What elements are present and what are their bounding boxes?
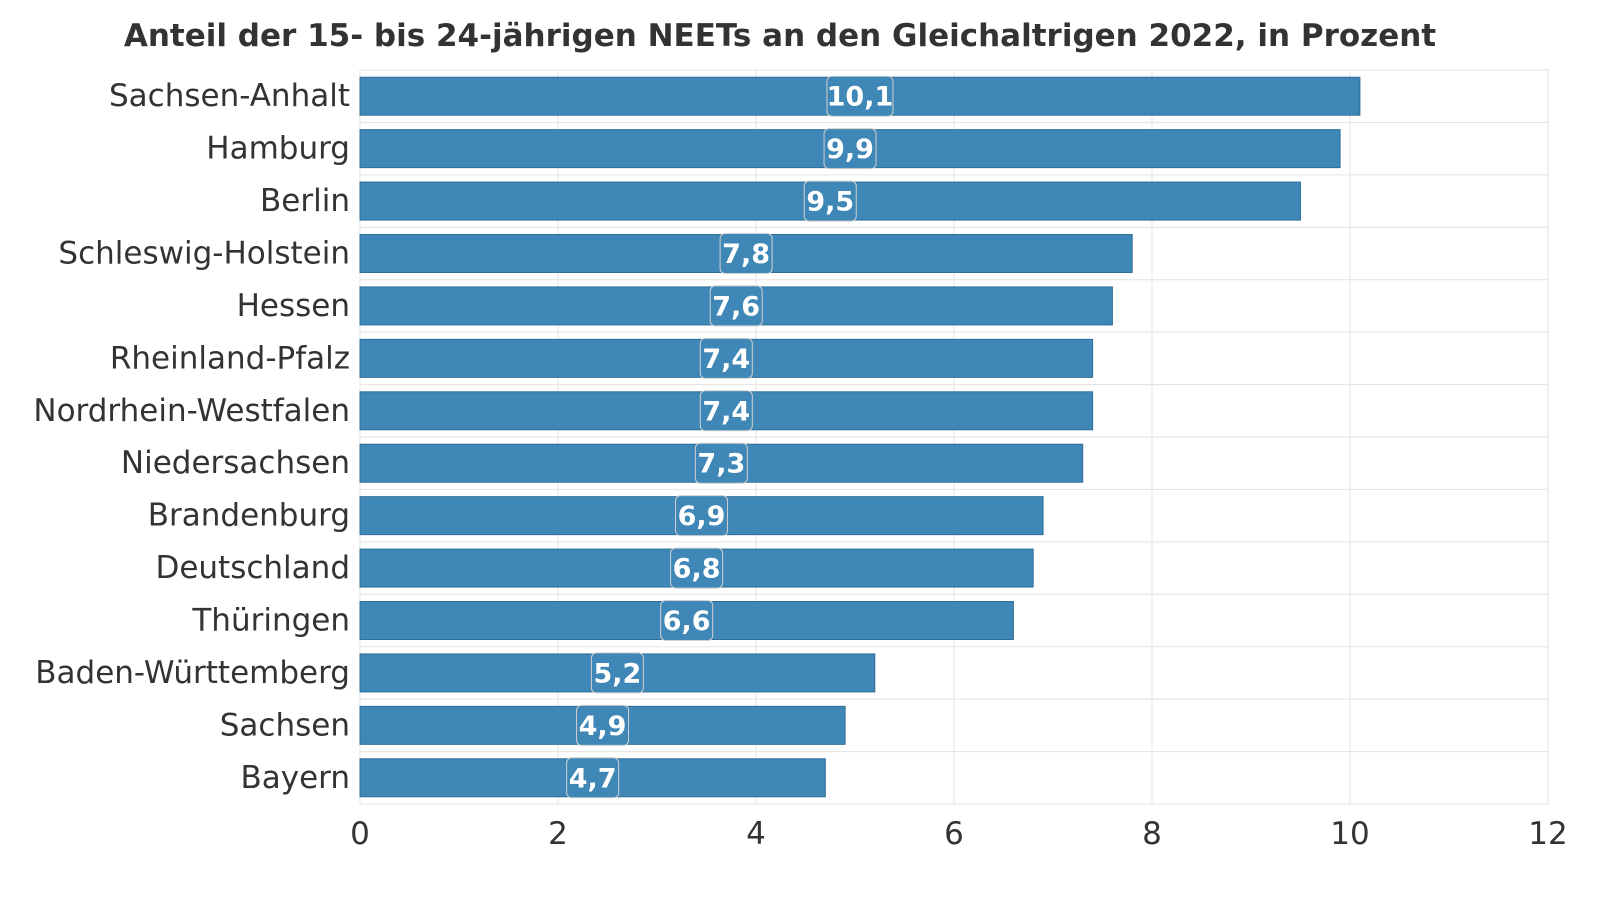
category-label: Niedersachsen [121, 445, 350, 481]
x-tick-label: 10 [1330, 816, 1369, 852]
data-label-box [823, 128, 877, 170]
data-label-box [576, 704, 630, 746]
data-label-box [709, 285, 763, 327]
category-label: Hamburg [206, 131, 350, 167]
data-label-box [699, 390, 753, 432]
data-label-box [660, 600, 714, 641]
data-label: 7,4 [702, 396, 750, 427]
category-label: Bayern [240, 760, 350, 796]
category-label: Sachsen-Anhalt [109, 78, 350, 114]
data-label: 6,9 [678, 501, 726, 532]
category-label: Baden-Württemberg [35, 655, 350, 691]
x-tick-label: 12 [1528, 816, 1567, 852]
category-label: Brandenburg [148, 498, 350, 534]
category-label: Rheinland-Pfalz [110, 340, 350, 376]
category-label: Thüringen [191, 603, 350, 639]
data-label: 7,8 [722, 239, 770, 270]
x-tick-label: 6 [944, 816, 964, 852]
data-label-box [826, 75, 894, 117]
data-label: 6,8 [673, 554, 721, 585]
data-label: 9,5 [806, 187, 854, 218]
data-label-box [670, 547, 724, 589]
data-label: 5,2 [593, 658, 641, 689]
category-label: Hessen [237, 288, 350, 324]
data-label: 9,9 [826, 134, 874, 165]
category-label: Berlin [260, 183, 350, 219]
x-tick-label: 0 [350, 816, 370, 852]
data-label-box [719, 233, 773, 274]
category-label: Nordrhein-Westfalen [33, 393, 350, 429]
data-label-box [699, 337, 753, 379]
data-label: 4,7 [569, 763, 617, 794]
data-label: 7,3 [697, 449, 745, 480]
data-label: 6,6 [663, 606, 711, 637]
category-label: Schleswig-Holstein [58, 236, 350, 272]
x-tick-label: 4 [746, 816, 766, 852]
data-label-box [590, 652, 644, 694]
data-label: 7,6 [712, 291, 760, 322]
category-label: Deutschland [155, 550, 350, 586]
x-tick-label: 2 [548, 816, 568, 852]
data-label-box [566, 757, 620, 799]
data-label-box [694, 442, 748, 484]
category-label: Sachsen [220, 707, 350, 743]
data-label: 7,4 [702, 344, 750, 375]
data-label-box [675, 495, 729, 537]
data-label: 4,9 [579, 711, 627, 742]
data-label: 10,1 [827, 82, 894, 113]
data-label-box [803, 180, 857, 222]
chart-title: Anteil der 15- bis 24-jährigen NEETs an … [123, 18, 1437, 54]
x-tick-label: 8 [1142, 816, 1162, 852]
